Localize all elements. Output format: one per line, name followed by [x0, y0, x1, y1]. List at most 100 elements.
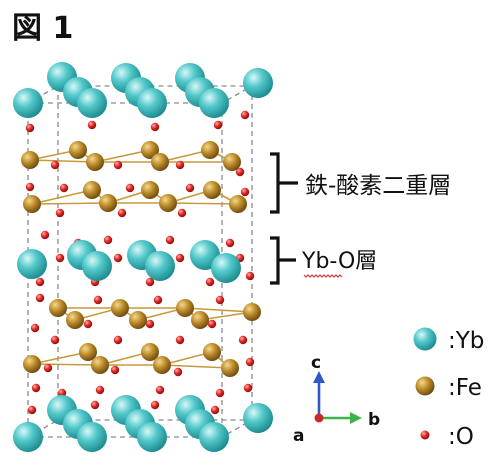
- fe-atom: [141, 343, 159, 361]
- yb-atom: [77, 422, 107, 452]
- legend-yb-label: :Yb: [448, 328, 484, 354]
- o-atom: [110, 365, 120, 375]
- fe-atom: [151, 153, 169, 171]
- fe-atom: [86, 153, 104, 171]
- o-atom: [175, 335, 185, 345]
- o-atom: [240, 187, 250, 197]
- fe-atom: [229, 195, 247, 213]
- o-atom: [103, 235, 113, 245]
- a-axis-label: a: [293, 426, 304, 446]
- o-atom: [87, 120, 97, 130]
- fe-atom: [191, 311, 209, 329]
- fe-atom: [176, 299, 194, 317]
- o-atom: [177, 208, 187, 218]
- a-axis-marker: [314, 413, 324, 423]
- o-atom: [113, 253, 123, 263]
- axes-indicator: c b a: [293, 353, 380, 446]
- fe-atom: [203, 181, 221, 199]
- o-atom: [90, 400, 100, 410]
- o-atom: [238, 335, 248, 345]
- b-axis-arrowhead: [350, 412, 362, 424]
- o-atom: [113, 335, 123, 345]
- o-atom: [35, 293, 45, 303]
- c-axis-label: c: [311, 353, 321, 373]
- o-atom: [43, 363, 53, 373]
- yb-atom: [13, 88, 43, 118]
- o-atom: [215, 388, 225, 398]
- fe-o-bond: [31, 202, 109, 205]
- o-atom: [205, 277, 215, 287]
- fe-o-bond: [94, 149, 151, 163]
- o-atom: [185, 183, 195, 193]
- o-atom: [57, 388, 67, 398]
- fe-atom: [153, 356, 171, 374]
- yb-atom: [243, 68, 273, 98]
- o-atom: [59, 183, 69, 193]
- o-atom: [175, 160, 185, 170]
- o-atom: [93, 295, 103, 305]
- yb-atom: [199, 422, 229, 452]
- fe-atom: [141, 141, 159, 159]
- yb-atom: [137, 422, 167, 452]
- o-atom: [25, 182, 35, 192]
- yb-atom: [243, 403, 273, 433]
- o-atom: [207, 319, 217, 329]
- yb-o-layer-label: Yb-O層: [301, 249, 377, 274]
- o-atom: [155, 385, 165, 395]
- fe-atom: [221, 359, 239, 377]
- fe-atom: [23, 355, 41, 373]
- yb-atom: [211, 253, 241, 283]
- fe-o-bond: [161, 364, 231, 369]
- fe-atom: [201, 141, 219, 159]
- o-atom: [215, 295, 225, 305]
- o-atom: [165, 235, 175, 245]
- spellcheck-underline: [303, 274, 343, 278]
- fe-atom: [159, 194, 177, 212]
- fe-o-bilayer-label: 鉄-酸素二重層: [305, 173, 451, 199]
- o-atom: [225, 238, 235, 248]
- yb-atom: [145, 251, 175, 281]
- c-axis-arrowhead: [313, 371, 325, 383]
- o-atom: [27, 405, 37, 415]
- o-atom: [50, 160, 60, 170]
- o-atom: [117, 208, 127, 218]
- o-atom: [40, 230, 50, 240]
- fe-o-bond: [31, 351, 89, 365]
- legend-o-label: :O: [448, 424, 474, 450]
- o-atom: [50, 335, 60, 345]
- o-atom: [245, 271, 255, 281]
- bilayer-bracket: [270, 152, 298, 214]
- yb-atom: [77, 88, 107, 118]
- figure-title: 図 1: [12, 11, 73, 46]
- fe-atom: [99, 194, 117, 212]
- fe-o-bond: [31, 189, 93, 205]
- fe-o-bond: [29, 159, 96, 163]
- o-atom: [35, 277, 45, 287]
- o-atom: [25, 123, 35, 133]
- o-atom: [95, 385, 105, 395]
- o-atom: [213, 120, 223, 130]
- fe-atom: [129, 311, 147, 329]
- fe-atom: [79, 343, 97, 361]
- fe-atom: [243, 303, 261, 321]
- fe-o-bond: [31, 363, 101, 366]
- o-atom: [210, 405, 220, 415]
- fe-atom: [69, 141, 87, 159]
- legend-o-swatch: [420, 430, 430, 440]
- fe-atom: [203, 343, 221, 361]
- o-atom: [145, 319, 155, 329]
- yb-o-layer-bracket: [270, 236, 296, 285]
- fe-atom: [21, 151, 39, 169]
- o-atom: [145, 277, 155, 287]
- o-atom: [150, 400, 160, 410]
- o-atom: [240, 110, 250, 120]
- fe-atom: [66, 311, 84, 329]
- o-atom: [245, 357, 255, 367]
- o-atom: [173, 367, 183, 377]
- o-atom: [113, 160, 123, 170]
- fe-atom: [111, 299, 129, 317]
- fe-atom: [23, 195, 41, 213]
- o-atom: [55, 253, 65, 263]
- fe-atom: [141, 181, 159, 199]
